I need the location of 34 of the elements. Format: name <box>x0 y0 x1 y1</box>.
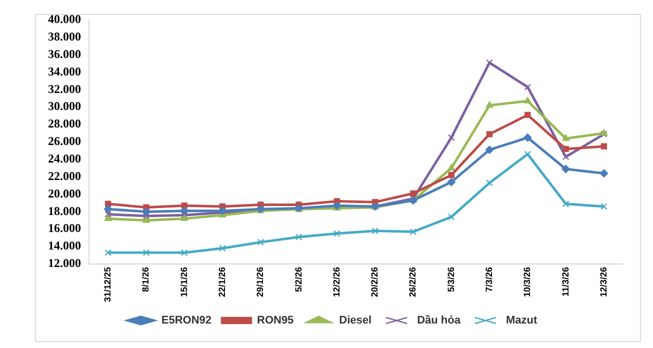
x-tick-label: 22/1/26 <box>216 266 227 297</box>
y-tick-label: 18.000 <box>48 204 81 218</box>
legend-label: RON95 <box>256 314 294 327</box>
x-tick-label: 26/2/26 <box>408 266 418 297</box>
y-tick-label: 28.000 <box>48 116 81 131</box>
x-tick-label: 12/2/26 <box>331 266 342 297</box>
x-tick-label: 15/1/26 <box>178 266 189 297</box>
y-tick-label: 40.000 <box>48 12 81 26</box>
y-tick-label: 16.000 <box>48 221 81 236</box>
x-tick-label: 5/3/26 <box>446 266 456 292</box>
x-tick-label: 8/1/26 <box>140 266 151 292</box>
y-tick-label: 38.000 <box>48 30 81 44</box>
legend-label: Mazut <box>506 314 538 327</box>
y-tick-label: 22.000 <box>48 168 81 183</box>
x-tick-label: 11/3/26 <box>560 266 570 296</box>
x-tick-label: 20/2/26 <box>370 266 380 297</box>
x-tick-label: 29/1/26 <box>255 266 266 297</box>
y-tick-label: 14.000 <box>48 238 81 253</box>
y-tick-label: 26.000 <box>48 134 81 148</box>
y-tick-label: 12.000 <box>48 256 81 270</box>
legend-label: E5RON92 <box>161 314 212 327</box>
x-tick-label: 31/12/25 <box>102 266 113 302</box>
x-tick-label: 12/3/26 <box>598 266 608 297</box>
y-tick-label: 34.000 <box>48 64 81 78</box>
y-tick-label: 24.000 <box>48 152 81 166</box>
y-tick-label: 32.000 <box>48 82 81 96</box>
legend-label: Dầu hỏa <box>417 314 462 327</box>
y-tick-label: 36.000 <box>48 46 81 61</box>
x-tick-label: 7/3/26 <box>484 266 494 292</box>
legend-label: Diesel <box>339 314 372 327</box>
x-tick-label: 10/3/26 <box>522 266 532 297</box>
y-tick-label: 20.000 <box>48 186 81 200</box>
y-tick-label: 30.000 <box>48 99 81 114</box>
x-tick-label: 5/2/26 <box>293 266 304 292</box>
